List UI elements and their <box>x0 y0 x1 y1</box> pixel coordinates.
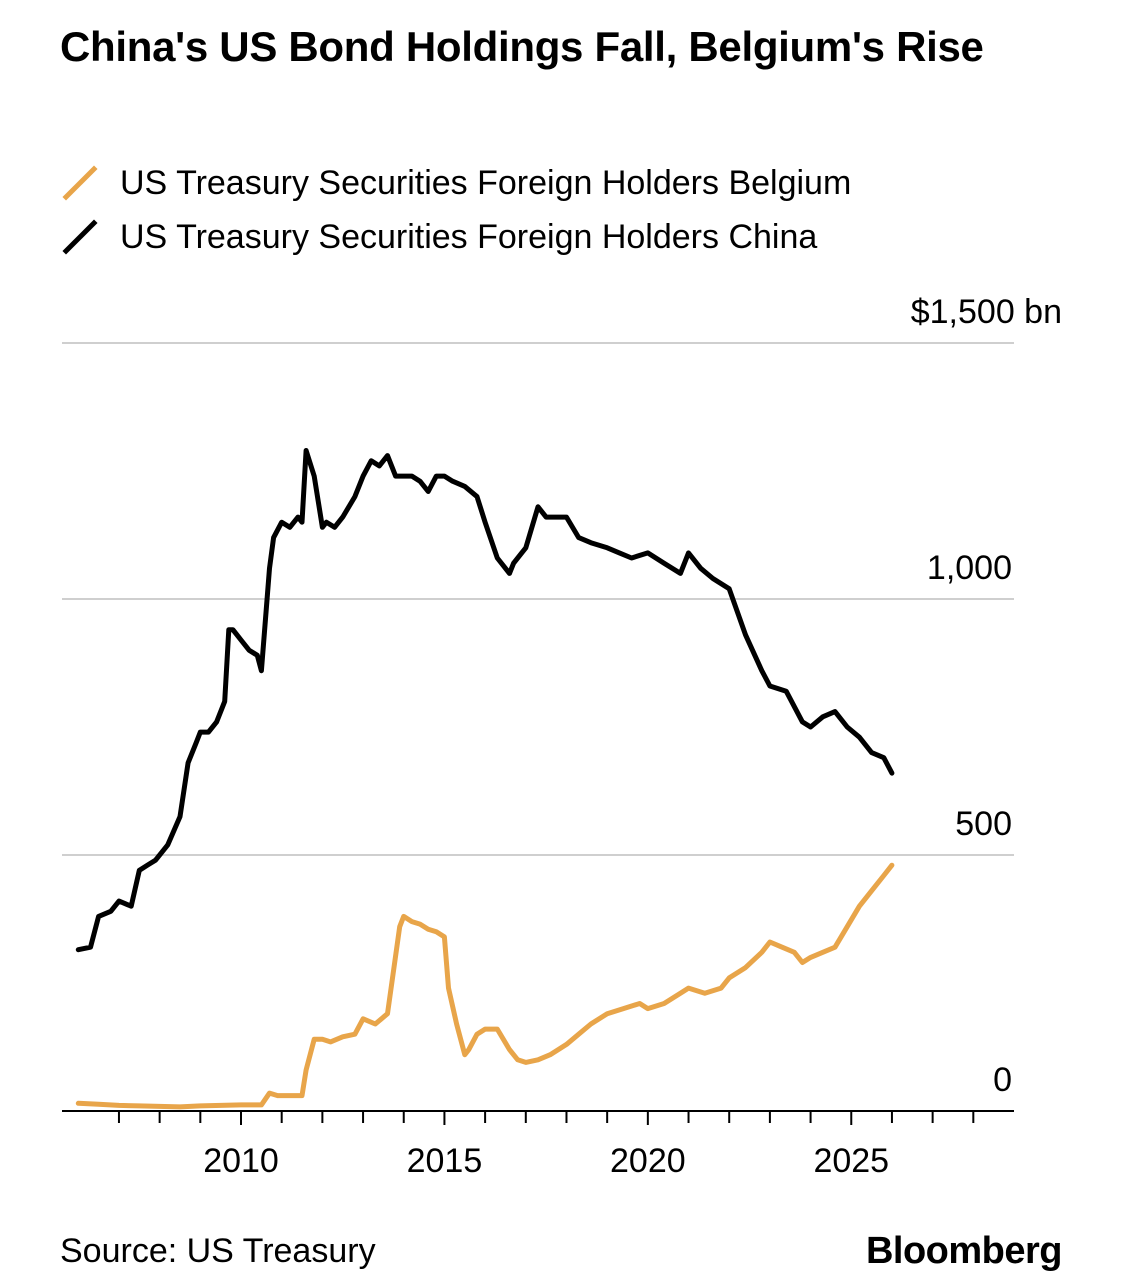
x-tick-label: 2025 <box>813 1142 889 1180</box>
legend-swatch-china <box>62 219 98 255</box>
legend-swatch-belgium <box>62 165 98 201</box>
legend-item-china: US Treasury Securities Foreign Holders C… <box>60 210 851 264</box>
legend-item-belgium: US Treasury Securities Foreign Holders B… <box>60 156 851 210</box>
y-tick-label: 1,000 <box>927 549 1012 587</box>
belgium-series-line <box>75 862 895 1110</box>
x-tick-label: 2010 <box>203 1142 279 1180</box>
chart-title: China's US Bond Holdings Fall, Belgium's… <box>60 23 984 70</box>
line-chart: 0 500 1,000 $1,500 bn 2010 2015 2020 2025 <box>62 293 1062 1180</box>
y-tick-label: $1,500 bn <box>911 293 1062 331</box>
source-note: Source: US Treasury <box>60 1232 376 1270</box>
legend-label-belgium: US Treasury Securities Foreign Holders B… <box>120 163 852 202</box>
y-tick-label: 500 <box>955 805 1012 843</box>
legend-label-china: US Treasury Securities Foreign Holders C… <box>120 217 818 256</box>
x-tick-label: 2015 <box>407 1142 483 1180</box>
brand-logo: Bloomberg <box>865 1230 1063 1272</box>
china-series-line <box>75 448 895 953</box>
x-tick-label: 2020 <box>610 1142 686 1180</box>
chart-legend: US Treasury Securities Foreign Holders B… <box>60 156 851 264</box>
y-tick-label: 0 <box>993 1061 1012 1099</box>
